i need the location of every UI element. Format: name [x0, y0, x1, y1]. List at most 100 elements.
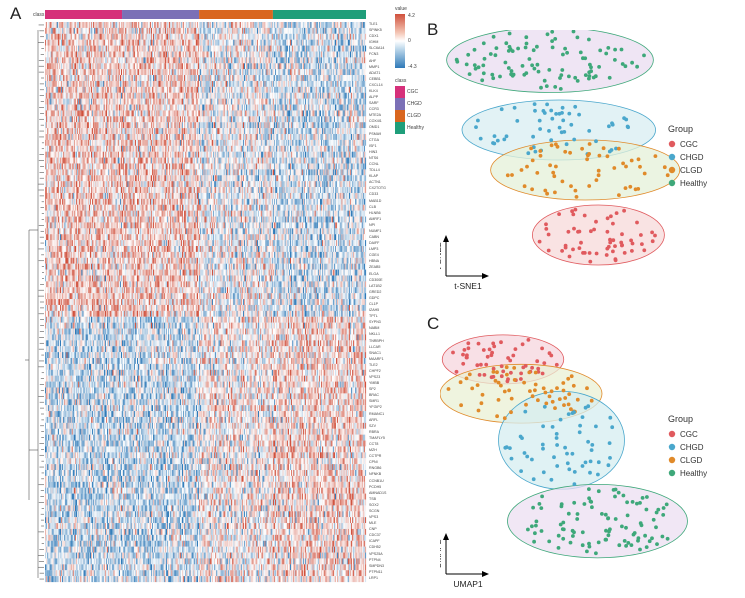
point-healthy: [655, 511, 659, 515]
point-cgc: [583, 214, 587, 218]
point-clgd: [506, 173, 510, 177]
point-healthy: [661, 513, 665, 517]
point-chgd: [559, 418, 563, 422]
point-healthy: [626, 514, 630, 518]
point-chgd: [510, 457, 514, 461]
gene-label: HIN3: [369, 150, 377, 154]
legend-label-cgc: CGC: [680, 140, 698, 149]
point-healthy: [535, 520, 539, 524]
point-chgd: [493, 134, 497, 138]
point-healthy: [588, 63, 592, 67]
point-chgd: [572, 410, 576, 414]
point-clgd: [585, 157, 589, 161]
point-chgd: [532, 477, 536, 481]
gene-label: IZAH5: [369, 308, 379, 312]
point-cgc: [588, 260, 592, 264]
point-healthy: [662, 506, 666, 510]
point-chgd: [554, 112, 558, 116]
legend-marker-clgd: [669, 457, 675, 463]
point-healthy: [571, 534, 575, 538]
point-clgd: [552, 174, 556, 178]
x-axis-label: t-SNE1: [454, 281, 482, 291]
point-clgd: [563, 150, 567, 154]
point-clgd: [666, 173, 670, 177]
point-chgd: [588, 471, 592, 475]
gene-label: RBRA: [369, 430, 379, 434]
point-healthy: [608, 527, 612, 531]
class-label-cgc: CGC: [407, 89, 418, 95]
gene-label: CPNI: [369, 460, 378, 464]
point-chgd: [561, 106, 565, 110]
point-cgc: [605, 253, 609, 257]
point-clgd: [497, 381, 501, 385]
gene-label: NKLL1: [369, 332, 380, 336]
point-cgc: [630, 249, 634, 253]
point-chgd: [566, 461, 570, 465]
point-clgd: [531, 159, 535, 163]
point-clgd: [497, 398, 501, 402]
point-healthy: [455, 60, 459, 64]
point-chgd: [610, 121, 614, 125]
point-clgd: [554, 165, 558, 169]
point-healthy: [474, 67, 478, 71]
point-healthy: [473, 48, 477, 52]
point-cgc: [501, 370, 505, 374]
gene-label: CDX1: [369, 34, 379, 38]
point-healthy: [620, 48, 624, 52]
point-healthy: [532, 540, 536, 544]
point-cgc: [588, 251, 592, 255]
point-clgd: [509, 410, 513, 414]
point-cgc: [461, 353, 465, 357]
point-cgc: [547, 249, 551, 253]
gene-label: CEBB1: [369, 77, 381, 81]
point-healthy: [592, 76, 596, 80]
point-chgd: [542, 470, 546, 474]
gene-label: SCGN: [369, 509, 379, 513]
point-cgc: [490, 351, 494, 355]
point-chgd: [523, 410, 527, 414]
point-cgc: [606, 216, 610, 220]
point-cgc: [581, 251, 585, 255]
point-cgc: [544, 227, 548, 231]
point-healthy: [521, 64, 525, 68]
point-healthy: [504, 61, 508, 65]
point-clgd: [637, 157, 641, 161]
legend-label-clgd: CLGD: [680, 456, 702, 465]
point-healthy: [559, 73, 563, 77]
point-healthy: [535, 45, 539, 49]
point-chgd: [578, 430, 582, 434]
point-cgc: [541, 372, 545, 376]
gene-label: CD33: [369, 192, 378, 196]
point-cgc: [483, 373, 487, 377]
point-chgd: [572, 138, 576, 142]
point-healthy: [540, 495, 544, 499]
point-cgc: [650, 231, 654, 235]
point-healthy: [511, 74, 515, 78]
point-healthy: [516, 47, 520, 51]
point-clgd: [534, 383, 538, 387]
point-healthy: [587, 496, 591, 500]
gene-label: CCT8: [369, 442, 378, 446]
heatmap-cells: [45, 22, 366, 582]
gene-label: ARFL: [369, 418, 378, 422]
point-clgd: [612, 166, 616, 170]
point-cgc: [547, 233, 551, 237]
point-clgd: [538, 149, 542, 153]
point-cgc: [651, 239, 655, 243]
point-healthy: [648, 539, 652, 543]
point-chgd: [552, 455, 556, 459]
point-healthy: [612, 488, 616, 492]
point-clgd: [561, 180, 565, 184]
value-legend-title: value: [395, 6, 407, 12]
point-chgd: [476, 119, 480, 123]
gene-label: MAARF1: [369, 357, 384, 361]
point-chgd: [608, 416, 612, 420]
gene-label: MTE2A: [369, 113, 381, 117]
point-clgd: [551, 400, 555, 404]
legend-label-healthy: Healthy: [680, 469, 707, 478]
point-chgd: [474, 125, 478, 129]
point-cgc: [506, 377, 510, 381]
point-cgc: [564, 246, 568, 250]
